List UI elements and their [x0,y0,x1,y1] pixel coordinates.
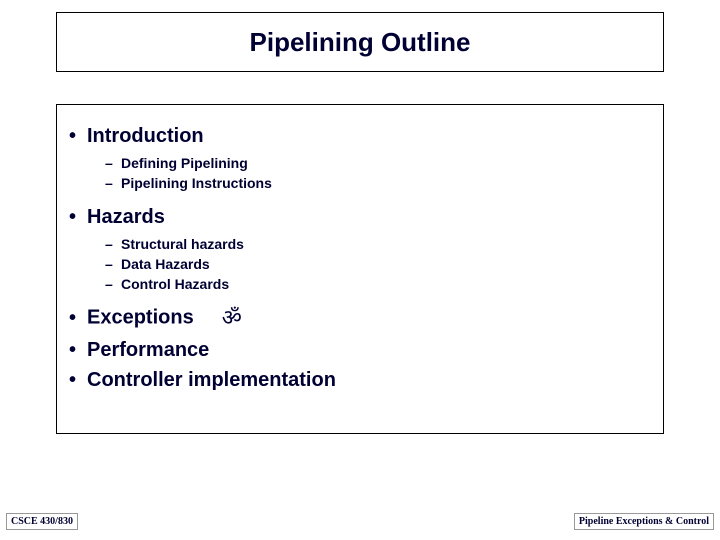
bullet-dot-icon: • [69,123,87,149]
sub-label: Control Hazards [121,276,229,292]
bullet-introduction: •Introduction [69,123,655,149]
bullet-dot-icon: • [69,367,87,393]
bullet-dot-icon: • [69,204,87,230]
sub-item: –Defining Pipelining [105,153,655,173]
sub-item: –Data Hazards [105,254,655,274]
footer-topic: Pipeline Exceptions & Control [574,513,714,530]
bullet-dot-icon: • [69,305,87,331]
subgroup-hazards: –Structural hazards –Data Hazards –Contr… [105,234,655,295]
title-box: Pipelining Outline [56,12,664,72]
sub-label: Defining Pipelining [121,155,248,171]
footer-course-code: CSCE 430/830 [6,513,78,530]
dash-icon: – [105,173,121,193]
sub-label: Pipelining Instructions [121,175,272,191]
bullet-label: Exceptions [87,307,194,329]
sub-item: –Pipelining Instructions [105,173,655,193]
bullet-label: Performance [87,339,209,361]
content-box: •Introduction –Defining Pipelining –Pipe… [56,104,664,434]
bullet-label: Controller implementation [87,369,336,391]
subgroup-introduction: –Defining Pipelining –Pipelining Instruc… [105,153,655,194]
current-topic-icon: ॐ [222,304,242,333]
dash-icon: – [105,153,121,173]
sub-item: –Structural hazards [105,234,655,254]
bullet-label: Introduction [87,125,204,147]
bullet-exceptions: •Exceptions ॐ [69,304,655,333]
bullet-controller: •Controller implementation [69,367,655,393]
bullet-hazards: •Hazards [69,204,655,230]
bullet-performance: •Performance [69,337,655,363]
bullet-label: Hazards [87,206,165,228]
dash-icon: – [105,234,121,254]
dash-icon: – [105,274,121,294]
slide-title: Pipelining Outline [250,27,471,58]
sub-label: Structural hazards [121,236,244,252]
sub-item: –Control Hazards [105,274,655,294]
bullet-dot-icon: • [69,337,87,363]
dash-icon: – [105,254,121,274]
sub-label: Data Hazards [121,256,210,272]
